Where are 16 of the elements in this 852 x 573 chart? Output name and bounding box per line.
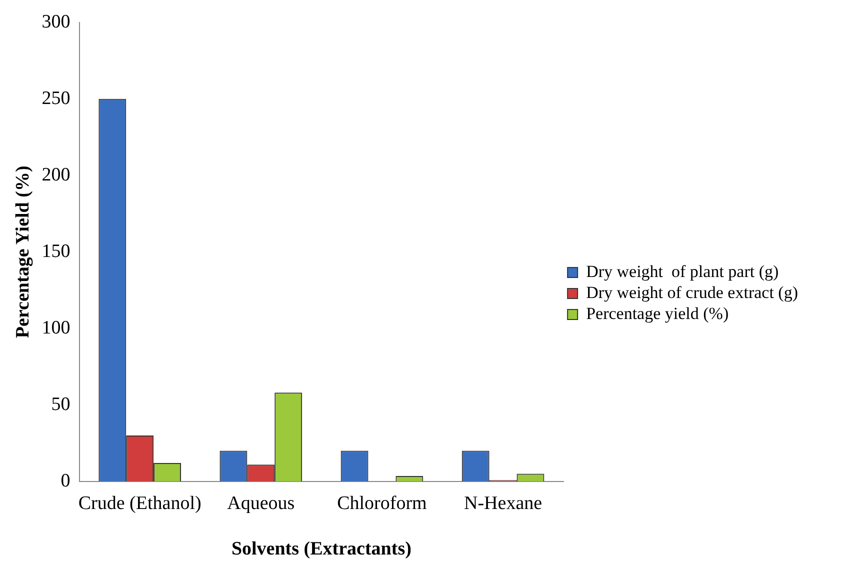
y-tick-label: 250 bbox=[42, 88, 70, 109]
x-tick-label: Chloroform bbox=[337, 492, 428, 514]
y-tick-label: 0 bbox=[60, 470, 70, 492]
legend-label: Percentage yield (%) bbox=[586, 304, 729, 323]
y-tick-label: 50 bbox=[51, 394, 70, 415]
legend-label: Dry weight of plant part (g) bbox=[586, 262, 779, 281]
x-axis-title: Solvents (Extractants) bbox=[231, 538, 412, 560]
y-axis-title: Percentage Yield (%) bbox=[12, 166, 34, 338]
y-tick-label: 300 bbox=[42, 11, 70, 32]
y-tick-label: 100 bbox=[42, 317, 70, 338]
x-tick-label: Aqueous bbox=[227, 492, 295, 514]
y-tick-label: 150 bbox=[42, 240, 70, 262]
y-tick-label: 200 bbox=[42, 164, 70, 186]
x-tick-label: N-Hexane bbox=[464, 492, 542, 514]
legend-label: Dry weight of crude extract (g) bbox=[586, 282, 798, 302]
x-tick-label: Crude (Ethanol) bbox=[78, 492, 202, 514]
